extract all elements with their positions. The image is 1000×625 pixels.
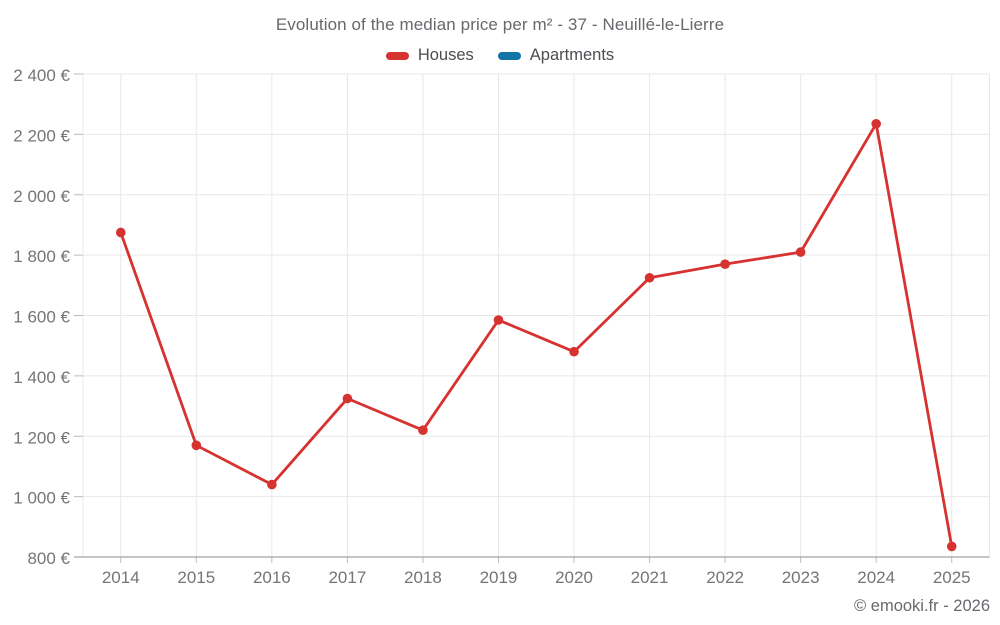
houses-data-point-2021[interactable]: [644, 272, 655, 283]
x-axis-label: 2016: [253, 568, 291, 587]
chart-title: Evolution of the median price per m² - 3…: [275, 15, 725, 34]
legend-item-houses[interactable]: Houses: [385, 46, 474, 65]
legend-label-houses: Houses: [417, 46, 474, 64]
x-axis-label: 2020: [555, 568, 593, 587]
houses-data-point-2018[interactable]: [418, 425, 428, 436]
houses-line: [119, 122, 954, 548]
y-axis-label: 1 600 €: [13, 308, 70, 327]
houses-data-point-2022[interactable]: [720, 259, 730, 269]
y-axis-label: 2 200 €: [13, 126, 70, 145]
x-axis-label: 2024: [857, 568, 895, 587]
x-axis-label: 2014: [102, 568, 140, 587]
y-axis-label: 800 €: [27, 549, 70, 568]
y-axis-label: 1 200 €: [13, 428, 70, 447]
houses-data-point-2016[interactable]: [267, 479, 277, 490]
x-axis-label: 2015: [177, 568, 215, 587]
x-axis-label: 2023: [782, 568, 820, 587]
apartments-legend-swatch-icon: [497, 51, 521, 60]
houses-data-point-2019[interactable]: [493, 315, 504, 325]
legend-label-apartments: Apartments: [529, 46, 615, 64]
houses-data-point-2024[interactable]: [871, 119, 881, 129]
houses-data-point-2023[interactable]: [795, 247, 806, 257]
x-axis-label: 2018: [404, 568, 442, 587]
y-axis-label: 2 000 €: [13, 187, 70, 206]
houses-legend-swatch-icon: [385, 51, 409, 60]
y-axis-label: 1 400 €: [13, 368, 70, 387]
chart-legend: Houses Apartments: [0, 46, 1000, 65]
x-axis-label: 2025: [933, 568, 971, 587]
y-axis-label: 2 400 €: [13, 66, 70, 85]
houses-data-point-2025[interactable]: [946, 541, 957, 552]
x-axis-label: 2017: [328, 568, 366, 587]
houses-data-point-2017[interactable]: [342, 393, 353, 404]
y-axis-label: 1 800 €: [13, 247, 70, 266]
x-axis-label: 2022: [706, 568, 744, 587]
x-axis-label: 2021: [631, 568, 669, 587]
houses-data-point-2014[interactable]: [115, 227, 126, 238]
x-axis-label: 2019: [480, 568, 518, 587]
legend-item-apartments[interactable]: Apartments: [497, 46, 615, 65]
houses-data-point-2015[interactable]: [191, 440, 202, 451]
y-axis-label: 1 000 €: [13, 489, 70, 508]
houses-data-point-2020[interactable]: [569, 346, 579, 357]
copyright-text: © emooki.fr - 2026: [854, 597, 990, 615]
